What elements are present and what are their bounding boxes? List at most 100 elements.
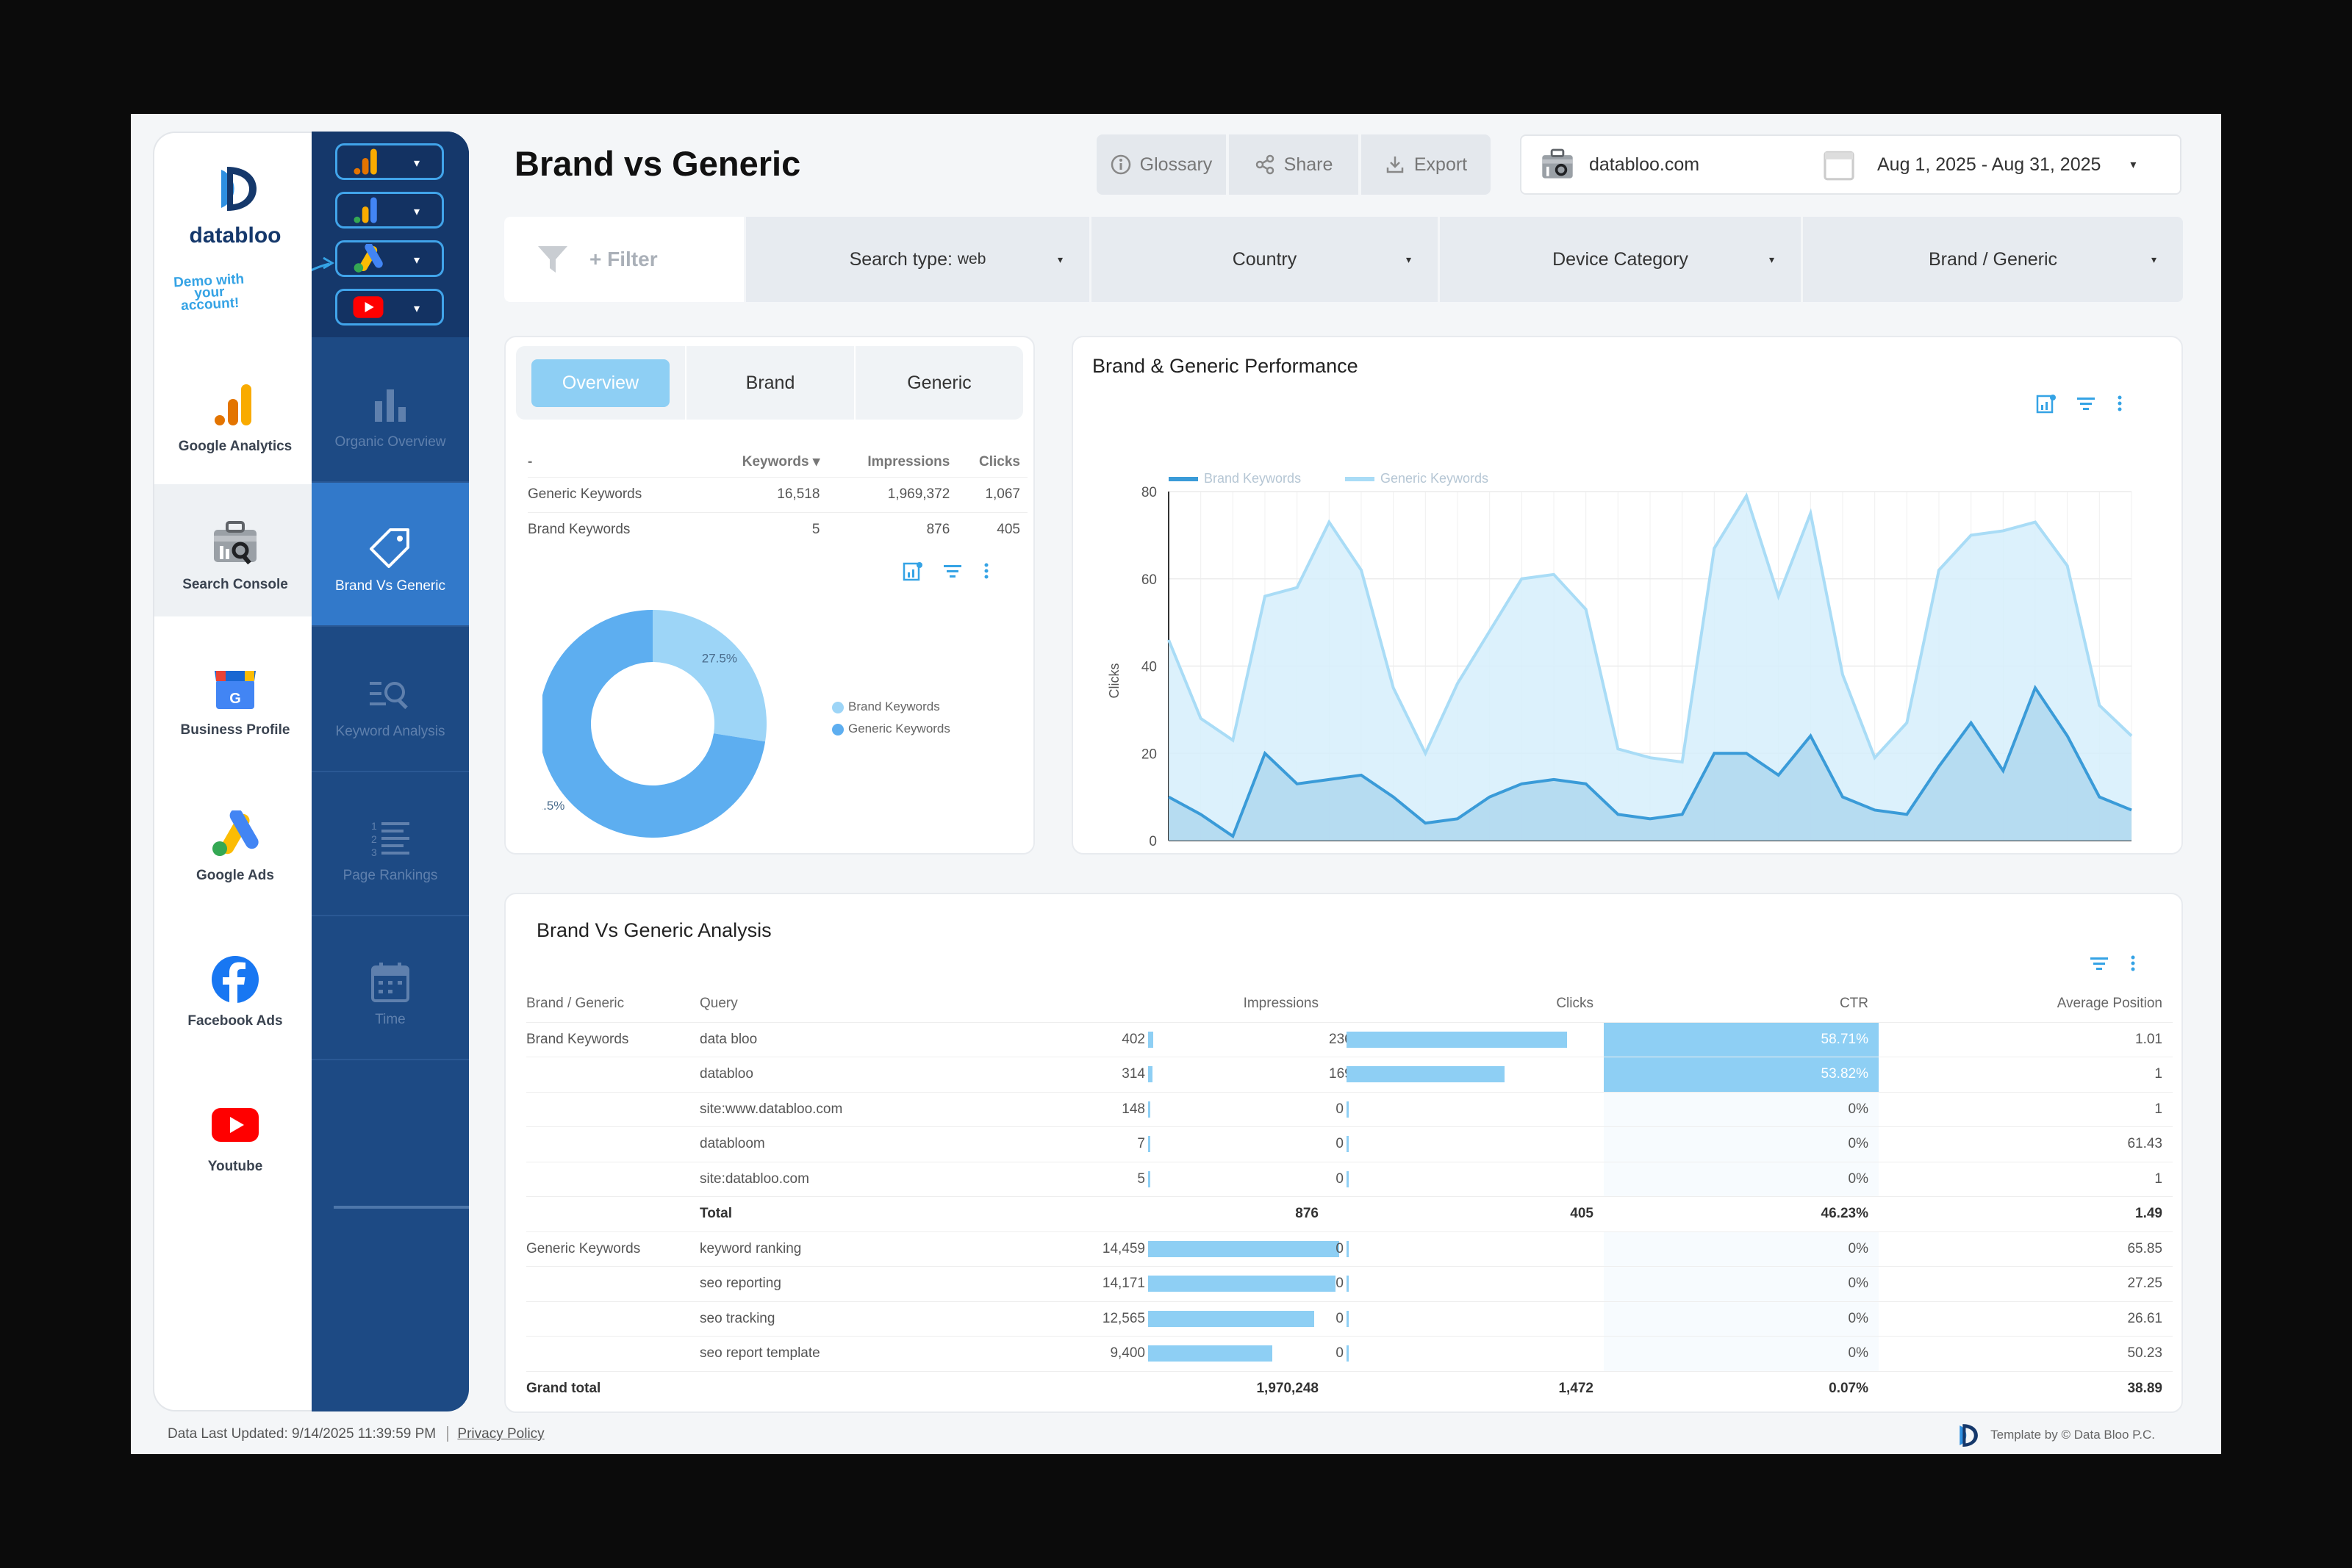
search-type-dropdown[interactable]: Search type: web ▾ <box>744 217 1089 302</box>
value-bar <box>1148 1170 1150 1187</box>
table-row: databloo 314 169 53.82% 1 <box>526 1057 2173 1092</box>
export-button[interactable]: Export <box>1361 134 1491 195</box>
legend-label[interactable]: Brand Keywords <box>1204 471 1301 486</box>
value-bar <box>1347 1136 1349 1152</box>
databloo-logo-icon <box>212 165 258 211</box>
legend-swatch <box>832 701 844 713</box>
cell-value: 314 <box>1122 1066 1145 1082</box>
section-keyword-analysis[interactable]: Keyword Analysis <box>312 628 469 772</box>
cell-clicks: 405 <box>1329 1196 1604 1231</box>
filter-icon[interactable] <box>2076 393 2096 414</box>
nav-google-ads[interactable]: Google Ads <box>154 775 316 907</box>
donut-slice-brand[interactable] <box>653 610 767 742</box>
caret-icon: ▾ <box>1405 253 1411 265</box>
google-ads-icon <box>212 810 259 856</box>
add-filter-label: + Filter <box>589 248 658 270</box>
cell-clicks: 0 <box>1329 1231 1604 1267</box>
x-tick-label: Aug 4 <box>1247 851 1283 852</box>
filter-icon[interactable] <box>942 561 963 581</box>
tab-generic[interactable]: Generic <box>854 346 1023 420</box>
cell-value: 0 <box>1335 1345 1344 1361</box>
more-vert-icon[interactable] <box>2129 953 2137 974</box>
column-header[interactable]: Impressions <box>867 453 950 470</box>
nav-youtube[interactable]: Youtube <box>154 1066 316 1198</box>
source-select-youtube[interactable]: ▾ <box>335 289 444 326</box>
x-tick-label: Aug 10 <box>1435 851 1480 852</box>
calendar-icon <box>1824 151 1854 181</box>
cell-query: databloom <box>700 1126 1075 1162</box>
cell-impressions: 14,459 <box>1075 1231 1339 1267</box>
tab-overview[interactable]: Overview <box>516 346 685 420</box>
cell-impressions: 14,171 <box>1075 1266 1335 1301</box>
section-brand-vs-generic[interactable]: Brand Vs Generic <box>312 483 469 627</box>
cell-value: 0 <box>1335 1101 1344 1117</box>
column-header[interactable]: Clicks <box>1556 995 1593 1011</box>
cell-position: 61.43 <box>1879 1126 2173 1162</box>
filter-icon[interactable] <box>2089 953 2109 974</box>
nav-search-console[interactable]: Search Console <box>154 484 316 616</box>
cell-ctr: 58.71% <box>1604 1021 1879 1057</box>
source-select-analytics[interactable]: ▾ <box>335 143 444 180</box>
device-category-dropdown[interactable]: Device Category ▾ <box>1438 217 1801 302</box>
table-row: Total 876 405 46.23% 1.49 <box>526 1196 2173 1231</box>
cell-value: 0 <box>1335 1310 1344 1326</box>
legend-item[interactable]: Generic Keywords <box>832 718 950 740</box>
section-label: Organic Overview <box>334 434 446 450</box>
brand-generic-dropdown[interactable]: Brand / Generic ▾ <box>1801 217 2183 302</box>
more-vert-icon[interactable] <box>2115 393 2124 414</box>
cell-position: 65.85 <box>1879 1231 2173 1267</box>
legend-label[interactable]: Generic Keywords <box>1380 471 1488 486</box>
cell-group <box>526 1057 700 1092</box>
column-header[interactable]: Brand / Generic <box>526 995 625 1011</box>
nav-google-analytics[interactable]: Google Analytics <box>154 346 316 478</box>
bar-chart-icon <box>375 389 406 422</box>
column-header[interactable]: Impressions <box>1243 995 1319 1011</box>
column-header[interactable]: Average Position <box>2057 995 2162 1011</box>
property-selector[interactable]: databloo.com <box>1539 146 1699 183</box>
value-bar <box>1347 1345 1349 1362</box>
chart-settings-icon[interactable] <box>903 561 923 581</box>
column-header-keywords[interactable]: Keywords ▾ <box>742 454 820 470</box>
area-fill-brand <box>1169 688 2132 841</box>
y-tick-label: 80 <box>1141 485 1157 500</box>
info-icon <box>1111 154 1130 175</box>
section-time[interactable]: Time <box>312 916 469 1060</box>
credit-text: Template by © Data Bloo P.C. <box>1990 1428 2155 1442</box>
series-line-brand[interactable] <box>1168 684 2132 839</box>
column-header[interactable]: - <box>528 453 533 470</box>
cell-clicks: 169 <box>1329 1057 1604 1092</box>
more-vert-icon[interactable] <box>982 561 991 581</box>
legend-item[interactable]: Brand Keywords <box>832 696 950 718</box>
databloo-logo-icon <box>1960 1424 1979 1447</box>
grand-total-row: Grand total 1,970,248 1,472 0.07% 38.89 <box>526 1370 2173 1406</box>
value-bar <box>1148 1136 1150 1152</box>
glossary-button[interactable]: Glossary <box>1097 134 1226 195</box>
source-select-ads[interactable]: ▾ <box>335 240 444 277</box>
cell-query: seo tracking <box>700 1301 1075 1337</box>
add-filter-button[interactable]: + Filter <box>504 217 744 302</box>
cell-position: 1 <box>1879 1161 2173 1197</box>
databloo-logo[interactable]: databloo <box>154 162 316 248</box>
column-header[interactable]: Query <box>700 995 738 1011</box>
share-button[interactable]: Share <box>1229 134 1358 195</box>
date-range-picker[interactable]: Aug 1, 2025 - Aug 31, 2025 ▾ <box>1823 148 2136 181</box>
tab-brand[interactable]: Brand <box>685 346 854 420</box>
country-dropdown[interactable]: Country ▾ <box>1089 217 1438 302</box>
column-header[interactable]: CTR <box>1839 995 1868 1011</box>
nav-facebook-ads[interactable]: Facebook Ads <box>154 921 316 1053</box>
source-select-analytics-2[interactable]: ▾ <box>335 192 444 229</box>
table-row: seo tracking 12,565 0 0% 26.61 <box>526 1301 2173 1337</box>
donut-slice-generic[interactable] <box>542 610 766 838</box>
column-header[interactable]: Clicks <box>979 453 1020 470</box>
value-bar <box>1148 1066 1152 1082</box>
cell-value: 14,171 <box>1102 1276 1145 1291</box>
section-organic-overview[interactable]: Organic Overview <box>312 339 469 483</box>
series-line-generic[interactable] <box>1167 492 2133 764</box>
nav-business-profile[interactable]: G Business Profile <box>154 630 316 762</box>
privacy-policy-link[interactable]: Privacy Policy <box>447 1426 545 1442</box>
nav-label: Youtube <box>207 1159 263 1174</box>
cell-position: 1 <box>1879 1091 2173 1127</box>
footer: Data Last Updated: 9/14/2025 11:39:59 PM… <box>168 1426 545 1442</box>
chart-settings-icon[interactable] <box>2036 393 2057 414</box>
